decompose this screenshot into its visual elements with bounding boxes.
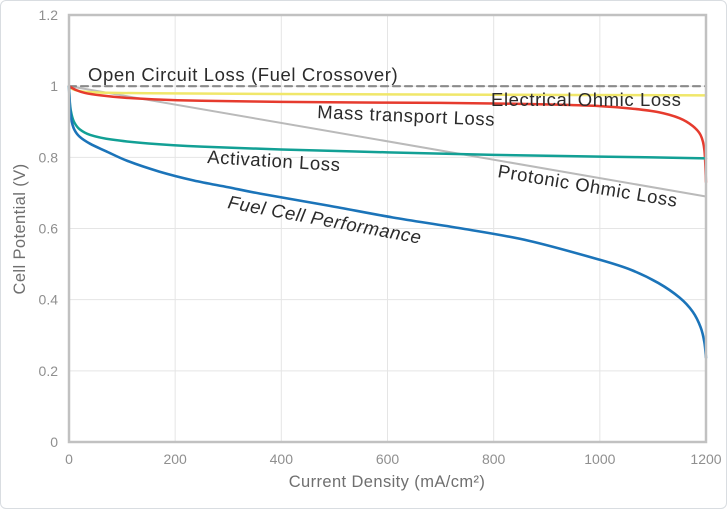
series-protonic-ohmic-loss bbox=[68, 85, 707, 198]
x-tick-label-1000: 1000 bbox=[584, 451, 615, 467]
x-tick-label-200: 200 bbox=[163, 451, 187, 467]
plot-border bbox=[67, 13, 708, 444]
x-axis-title: Current Density (mA/cm²) bbox=[289, 473, 486, 491]
x-tick-label-600: 600 bbox=[376, 451, 400, 467]
open-circuit-loss-label: Open Circuit Loss (Fuel Crossover) bbox=[88, 64, 398, 85]
y-tick-label-0.8: 0.8 bbox=[39, 149, 59, 165]
x-tick-label-800: 800 bbox=[482, 451, 506, 467]
y-tick-label-1.2: 1.2 bbox=[39, 7, 59, 23]
series-layer bbox=[67, 84, 708, 359]
y-axis-title: Cell Potential (V) bbox=[11, 164, 29, 295]
y-tick-label-0.2: 0.2 bbox=[39, 363, 59, 379]
electrical-ohmic-loss-label: Electrical Ohmic Loss bbox=[491, 89, 681, 110]
series-mass-transport-loss bbox=[67, 84, 708, 184]
x-tick-label-1200: 1200 bbox=[690, 451, 721, 467]
y-tick-label-1: 1 bbox=[50, 78, 58, 94]
x-tick-label-0: 0 bbox=[65, 451, 73, 467]
y-tick-label-0.4: 0.4 bbox=[39, 292, 59, 308]
y-tick-label-0.6: 0.6 bbox=[39, 221, 59, 237]
tick-layer: 0 200 400 600 800 1000 1200 0 0.2 0.4 0.6 0.8 1 1.2 bbox=[39, 7, 722, 467]
y-tick-label-0: 0 bbox=[50, 434, 58, 450]
plot-frame-layer bbox=[67, 13, 708, 444]
x-tick-label-400: 400 bbox=[270, 451, 294, 467]
series-activation-loss bbox=[67, 84, 708, 160]
series-fuel-cell-performance bbox=[67, 84, 708, 359]
